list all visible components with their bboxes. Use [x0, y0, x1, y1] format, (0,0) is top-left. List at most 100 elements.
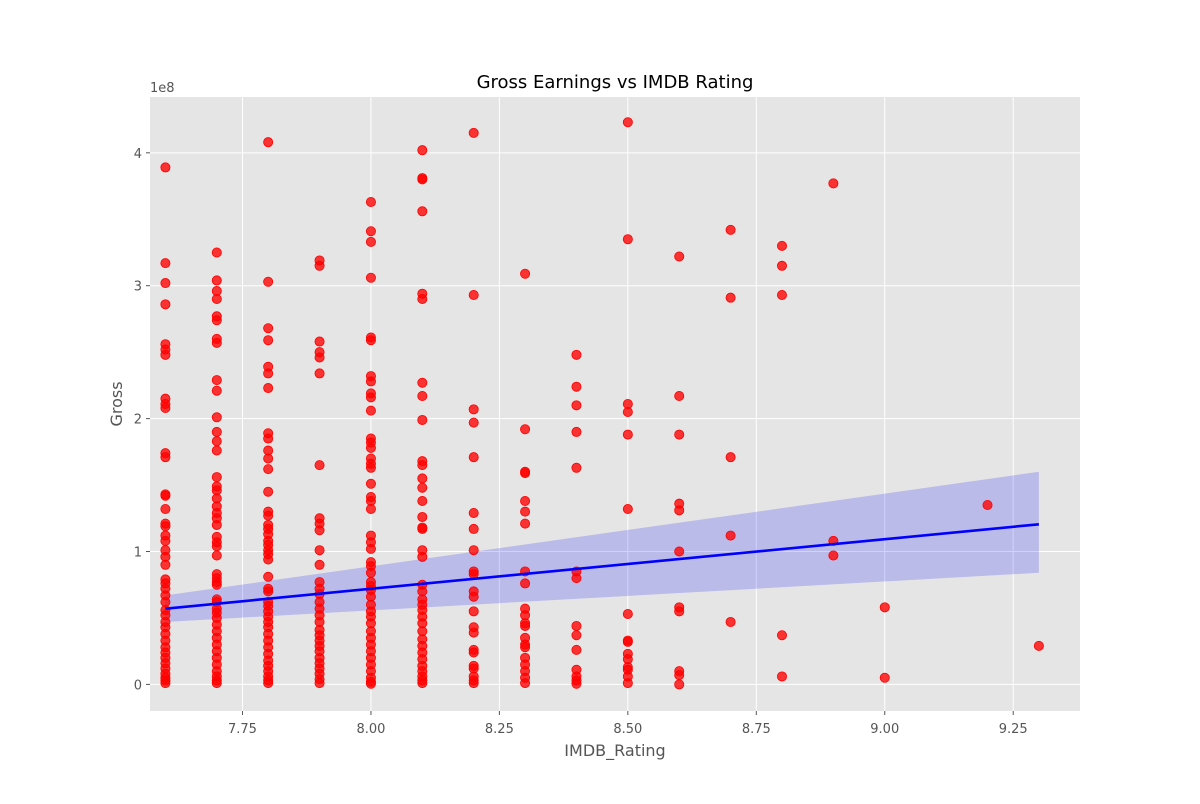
y-tick-label: 3: [134, 280, 142, 295]
data-point: [828, 178, 839, 189]
data-point: [468, 647, 479, 658]
data-point: [520, 518, 531, 529]
x-tick-label: 8.50: [613, 722, 642, 737]
data-point: [776, 290, 787, 301]
data-point: [263, 678, 274, 689]
x-tick-label: 8.75: [742, 722, 771, 737]
y-offset-label: 1e8: [150, 81, 175, 96]
data-point: [211, 385, 222, 396]
data-point: [211, 445, 222, 456]
data-point: [263, 571, 274, 582]
data-point: [468, 627, 479, 638]
data-point: [879, 602, 890, 613]
data-point: [468, 452, 479, 463]
data-point: [211, 579, 222, 590]
data-point: [468, 523, 479, 534]
data-point: [365, 272, 376, 283]
data-point: [1033, 640, 1044, 651]
data-point: [776, 260, 787, 271]
data-point: [365, 392, 376, 403]
data-point: [211, 412, 222, 423]
data-point: [468, 417, 479, 428]
x-tick-label: 9.25: [999, 722, 1028, 737]
data-point: [365, 376, 376, 387]
data-point: [622, 503, 633, 514]
confidence-band: [165, 471, 1039, 622]
data-point: [263, 554, 274, 565]
data-point: [468, 545, 479, 556]
data-point: [417, 391, 428, 402]
data-point: [365, 226, 376, 237]
y-tick-label: 1: [134, 546, 142, 561]
data-point: [417, 473, 428, 484]
chart-title: Gross Earnings vs IMDB Rating: [477, 72, 754, 93]
data-point: [263, 453, 274, 464]
data-point: [571, 462, 582, 473]
data-point: [828, 550, 839, 561]
data-point: [365, 478, 376, 489]
data-point: [571, 620, 582, 631]
data-point: [263, 383, 274, 394]
data-point: [365, 405, 376, 416]
data-point: [520, 424, 531, 435]
data-point: [725, 292, 736, 303]
data-point: [776, 671, 787, 682]
data-point: [365, 196, 376, 207]
data-point: [571, 400, 582, 411]
data-point: [879, 672, 890, 683]
data-point: [314, 678, 325, 689]
data-point: [417, 523, 428, 534]
x-axis-label: IMDB_Rating: [564, 741, 665, 761]
data-point: [263, 137, 274, 148]
data-point: [571, 573, 582, 584]
data-point: [417, 482, 428, 493]
data-point: [160, 278, 171, 289]
y-tick-label: 2: [134, 413, 142, 428]
data-point: [417, 206, 428, 217]
data-point: [571, 630, 582, 641]
data-point: [417, 678, 428, 689]
data-point: [160, 452, 171, 463]
y-axis-label: Gross: [107, 381, 126, 426]
data-point: [674, 429, 685, 440]
data-point: [263, 368, 274, 379]
plot-area: [150, 97, 1080, 711]
data-point: [365, 442, 376, 453]
data-point: [417, 511, 428, 522]
regression-line: [165, 522, 1040, 610]
data-point: [674, 251, 685, 262]
data-point: [520, 620, 531, 631]
data-point: [314, 460, 325, 471]
data-point: [160, 490, 171, 501]
data-point: [211, 550, 222, 561]
data-point: [571, 644, 582, 655]
data-point: [314, 352, 325, 363]
data-point: [468, 606, 479, 617]
data-point: [571, 349, 582, 360]
data-point: [468, 507, 479, 518]
data-point: [263, 464, 274, 475]
data-point: [365, 236, 376, 247]
data-point: [520, 506, 531, 517]
data-point: [314, 368, 325, 379]
data-point: [263, 486, 274, 497]
x-tick-label: 7.75: [228, 722, 257, 737]
data-point: [365, 335, 376, 346]
data-point: [211, 275, 222, 286]
data-point: [725, 616, 736, 627]
data-point: [160, 402, 171, 413]
data-point: [417, 145, 428, 156]
y-gridlines: [150, 152, 1080, 685]
data-point: [211, 519, 222, 530]
y-tick-label: 4: [134, 147, 142, 162]
data-point: [365, 678, 376, 689]
data-point: [211, 541, 222, 552]
data-point: [622, 678, 633, 689]
data-point: [211, 472, 222, 483]
data-point: [622, 117, 633, 128]
data-point: [776, 630, 787, 641]
data-point: [365, 567, 376, 578]
data-point: [160, 258, 171, 269]
confidence-band-layer: [165, 471, 1039, 622]
